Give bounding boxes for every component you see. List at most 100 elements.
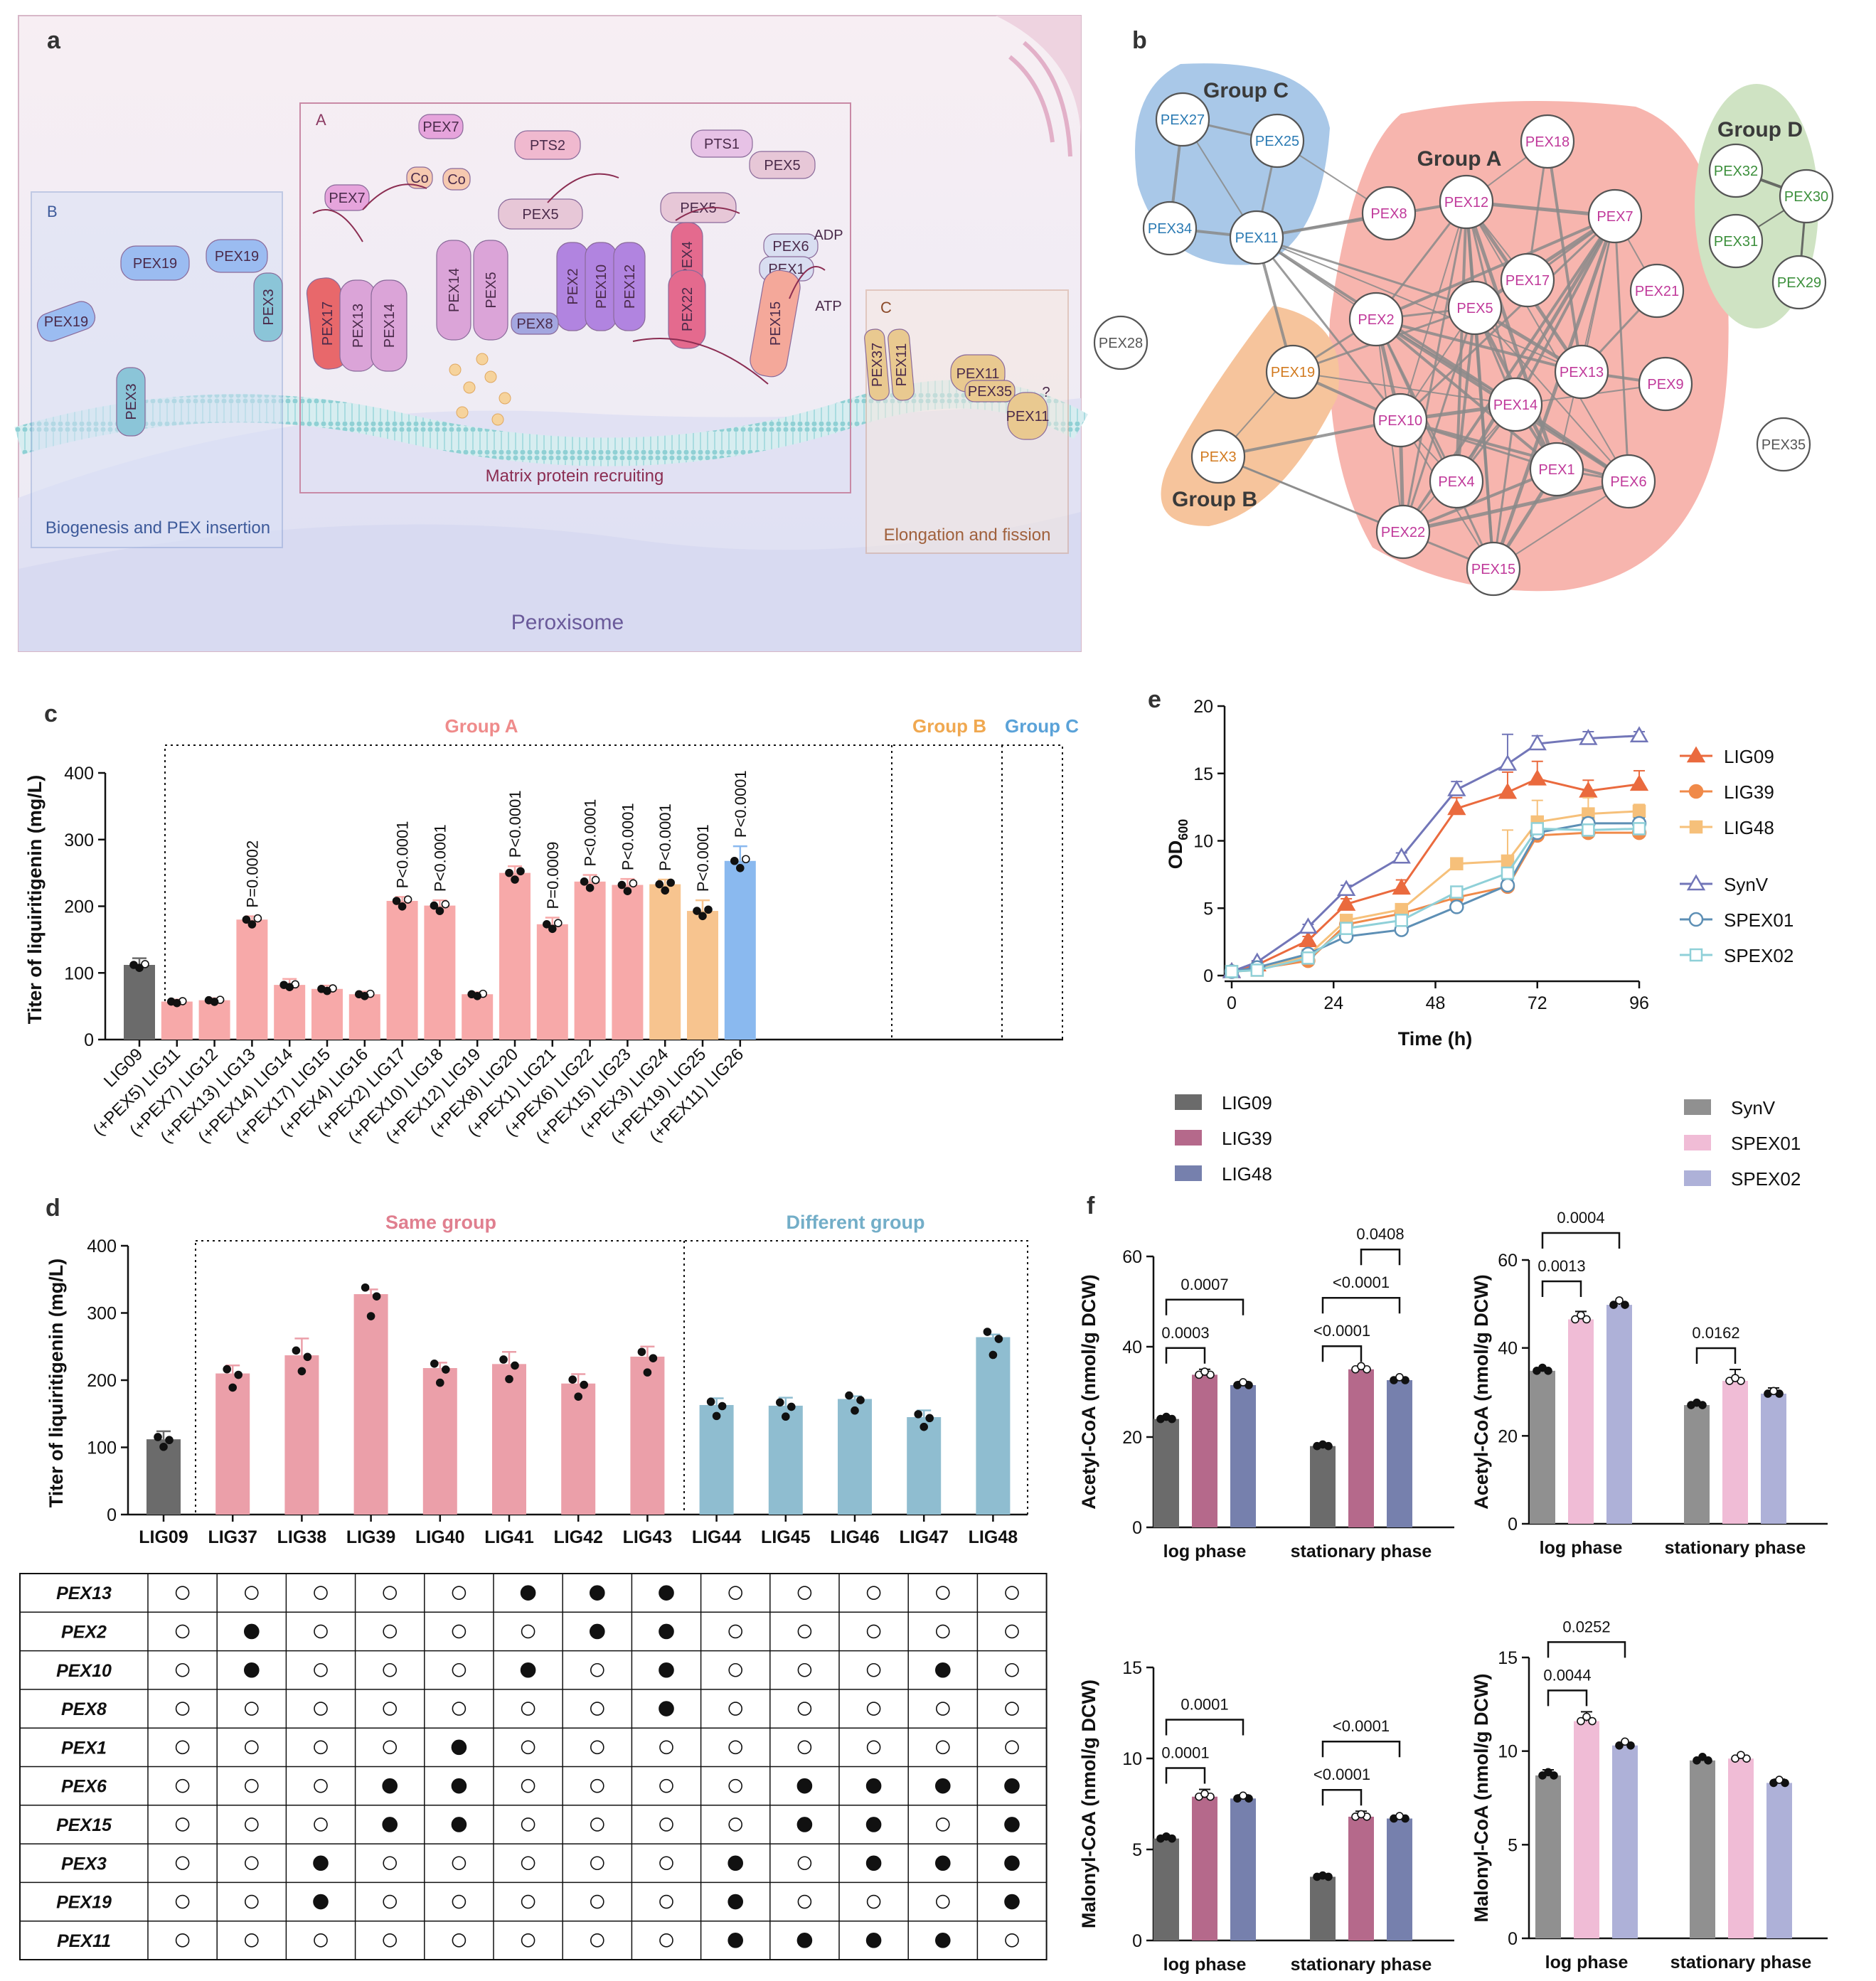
c-rep-dot (430, 901, 439, 910)
protein-label-adp: ADP (814, 228, 843, 243)
panel-c: c Titer of liquiritigenin (mg/L) 0 100 200… (24, 700, 1079, 1147)
c-rep-dot (473, 992, 482, 1000)
protein-pex15 (750, 269, 801, 378)
c-y-tick-label: 200 (64, 897, 94, 917)
f1-y-tick-label: 40 (1498, 1339, 1518, 1359)
e-series-line-3 (1231, 735, 1640, 973)
table-cell-filled (451, 1817, 467, 1832)
node-label-pex27: PEX27 (1161, 112, 1205, 128)
panel-f: f LIG09 LIG39 LIG48 SynV SPEX01 SPEX02 0 20 40 6… (1078, 1092, 1828, 1975)
box-C-label: C (880, 299, 892, 316)
e-ylabel-sub: 600 (1176, 819, 1190, 840)
edge (1217, 455, 1494, 570)
f-p-value: 0.0162 (1692, 1324, 1739, 1342)
edge (1455, 307, 1476, 482)
f-bar (1153, 1838, 1179, 1940)
f-sig-bracket (1165, 1767, 1206, 1784)
protein-pex5-b (660, 192, 737, 223)
f-rep-dot (1731, 1374, 1739, 1382)
f-legend-swatch-left (1175, 1165, 1202, 1181)
node-label-pex28: PEX28 (1099, 336, 1143, 351)
f-bar (1153, 1419, 1179, 1527)
d-category-label: LIG39 (346, 1527, 395, 1547)
table-cell-empty (175, 1702, 190, 1716)
f2-y-tick-label: 15 (1122, 1658, 1142, 1678)
e-legend-label: SPEX01 (1724, 909, 1794, 931)
node-pex34 (1142, 201, 1198, 256)
table-cell-empty (452, 1856, 467, 1871)
c-bar-8 (424, 905, 456, 1040)
node-label-pex35: PEX35 (1762, 437, 1806, 453)
f-bar (1568, 1319, 1594, 1524)
e-point-3 (1392, 847, 1411, 864)
c-rep-dot (435, 907, 444, 915)
f-y-axis-title: Acetyl-CoA (nmol/g DCW) (1078, 1274, 1099, 1509)
protein-pex37 (864, 329, 890, 401)
f2-y-tick-label: 0 (1132, 1931, 1142, 1951)
protein-label-pex35: PEX35 (968, 384, 1012, 400)
table-cell-empty (521, 1778, 535, 1793)
table-row-label: PEX3 (61, 1854, 107, 1874)
e-point-2 (1395, 902, 1408, 917)
c-rep-dot (511, 875, 519, 884)
panel-label-b: b (1132, 27, 1147, 54)
protein-pex5-c (749, 151, 816, 179)
table-cell-filled (728, 1855, 743, 1871)
e-ylabel-main: OD (1165, 840, 1186, 870)
e-point-5 (1225, 965, 1239, 978)
d-rep-dot (776, 1398, 784, 1407)
protein-label-pex3-a: PEX3 (124, 383, 139, 420)
c-rep-dot (173, 998, 181, 1008)
f-category-label: log phase (1540, 1538, 1623, 1558)
table-cell-empty (383, 1662, 398, 1677)
table-cell-filled (589, 1623, 605, 1640)
e-series-line-4 (1231, 822, 1639, 973)
edge (1556, 215, 1616, 470)
c-rep-dot (505, 868, 513, 877)
caption-biogenesis: Biogenesis and PEX insertion (46, 518, 270, 538)
f-rep-dot (1577, 1310, 1585, 1320)
table-cell-empty (314, 1662, 328, 1677)
table-cell-empty (590, 1702, 604, 1716)
caption-matrix: Matrix protein recruiting (486, 466, 664, 486)
f-rep-dot (1704, 1756, 1712, 1765)
e-y-tick-label: 10 (1193, 832, 1213, 852)
f2-y-tick-label: 10 (1122, 1749, 1142, 1769)
c-rep-dot (516, 867, 525, 876)
e-point-0 (1498, 782, 1518, 799)
protein-label-pex11-a: PEX11 (894, 343, 910, 387)
node-label-pex25: PEX25 (1255, 134, 1299, 149)
d-bar-12 (976, 1337, 1011, 1515)
protein-pex11-c (1007, 392, 1048, 440)
c-p-value: P<0.0001 (732, 770, 750, 838)
table-cell-empty (728, 1702, 742, 1716)
c-rep-dot (548, 924, 557, 934)
f-legend-swatch-right (1684, 1099, 1711, 1115)
node-pex7 (1587, 188, 1643, 244)
table-cell-filled (451, 1739, 467, 1756)
protein-label-pts2: PTS2 (530, 138, 565, 154)
f-rep-dot (1582, 1315, 1591, 1324)
table-cell-empty (521, 1702, 535, 1716)
protein-label-pex22: PEX22 (680, 287, 695, 331)
table-cell-empty (244, 1702, 259, 1716)
table-cell-empty (383, 1702, 398, 1716)
table-cell-empty (866, 1586, 881, 1600)
e-point-0 (1392, 878, 1411, 895)
d-group-label: Different group (787, 1212, 925, 1233)
table-cell-empty (936, 1702, 950, 1716)
f-p-value: <0.0001 (1313, 1322, 1370, 1340)
table-cell-empty (728, 1624, 742, 1639)
d-rep-dot (366, 1312, 375, 1320)
c-rep-dot (661, 886, 670, 895)
d-rep-dot (511, 1361, 519, 1370)
node-pex9 (1638, 356, 1693, 412)
table-cell-empty (452, 1894, 467, 1909)
d-rep-dot (580, 1380, 589, 1389)
edge (1217, 419, 1401, 458)
d-rep-dot (165, 1436, 174, 1445)
f-category-label: stationary phase (1665, 1538, 1806, 1558)
table-cell-empty (1005, 1662, 1019, 1677)
table-cell-empty (590, 1740, 604, 1755)
table-cell-empty (521, 1817, 535, 1832)
